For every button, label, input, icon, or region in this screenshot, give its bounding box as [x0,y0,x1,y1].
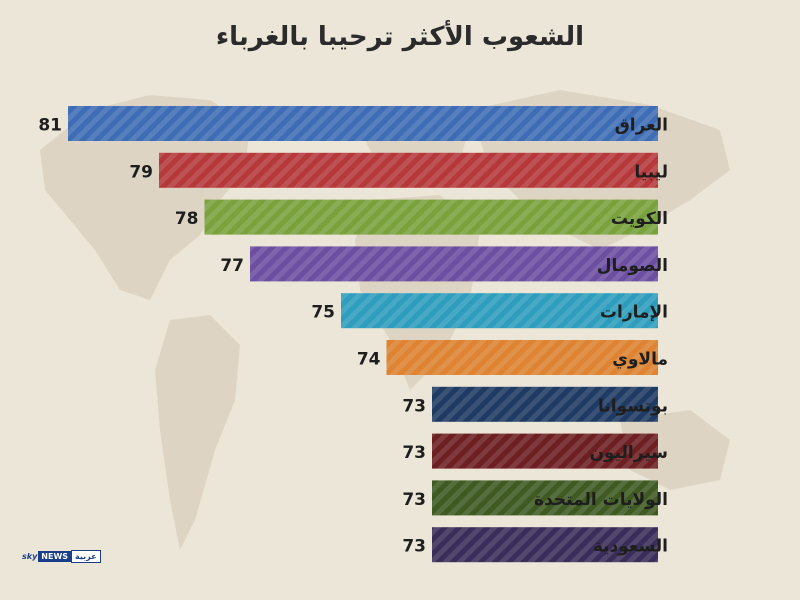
sky-news-arabia-logo: sky NEWS عربية [22,548,101,564]
category-label: سيراليون [589,443,668,463]
bar-value-label: 73 [402,443,426,463]
bar-value-label: 79 [129,162,153,182]
bar-value-label: 74 [357,350,381,370]
bar-texture [341,293,658,329]
bar-value-label: 73 [402,490,426,510]
bar-value-label: 78 [175,209,199,229]
bar-texture [250,246,658,282]
bar-value-label: 77 [220,256,244,276]
bar-texture [432,527,658,563]
category-label: الولايات المتحدة [534,490,668,510]
category-label: ليبيا [634,162,668,182]
category-label: السعودية [593,537,668,557]
bar-value-label: 81 [38,116,62,136]
category-label: العراق [615,116,668,136]
bar-texture [386,340,658,375]
bar-texture [68,106,658,141]
bar-texture [432,386,658,422]
category-label: الإمارات [600,303,668,323]
category-label: مالاوي [612,350,668,370]
bar-texture [432,433,658,469]
bar-texture [204,199,658,235]
bar-texture [159,152,658,188]
category-label: الصومال [597,256,668,276]
bar-texture [432,480,658,516]
bar-value-label: 75 [311,303,335,323]
chart-title: الشعوب الأكثر ترحيبا بالغرباء [215,22,585,52]
category-label: الكويت [611,209,668,229]
bar-value-label: 73 [402,396,426,416]
category-label: بوتسوانا [598,396,668,416]
bar-value-label: 73 [402,537,426,557]
